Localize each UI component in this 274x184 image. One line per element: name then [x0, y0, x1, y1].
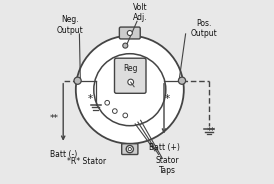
Circle shape	[128, 79, 134, 85]
Text: *: *	[165, 94, 170, 104]
Circle shape	[178, 77, 185, 84]
Circle shape	[74, 77, 81, 84]
Text: Neg.
Output: Neg. Output	[57, 15, 84, 35]
FancyBboxPatch shape	[115, 58, 146, 93]
FancyBboxPatch shape	[122, 144, 138, 155]
Text: *: *	[88, 94, 93, 104]
Text: *R* Stator: *R* Stator	[67, 157, 106, 166]
Text: Batt (-): Batt (-)	[50, 150, 77, 159]
Text: Stator
Taps: Stator Taps	[156, 156, 179, 175]
Text: Reg: Reg	[124, 64, 138, 73]
Text: Volt
Adj.: Volt Adj.	[133, 3, 148, 22]
Text: Batt (+): Batt (+)	[149, 143, 179, 152]
Circle shape	[123, 113, 128, 118]
Circle shape	[113, 109, 117, 113]
Text: **: **	[206, 127, 215, 136]
Text: **: **	[50, 114, 59, 123]
Circle shape	[127, 31, 132, 36]
Circle shape	[123, 43, 128, 48]
FancyBboxPatch shape	[119, 27, 140, 39]
Circle shape	[105, 100, 110, 105]
Circle shape	[126, 146, 133, 153]
Text: Pos.
Output: Pos. Output	[190, 19, 217, 38]
Circle shape	[76, 36, 184, 144]
